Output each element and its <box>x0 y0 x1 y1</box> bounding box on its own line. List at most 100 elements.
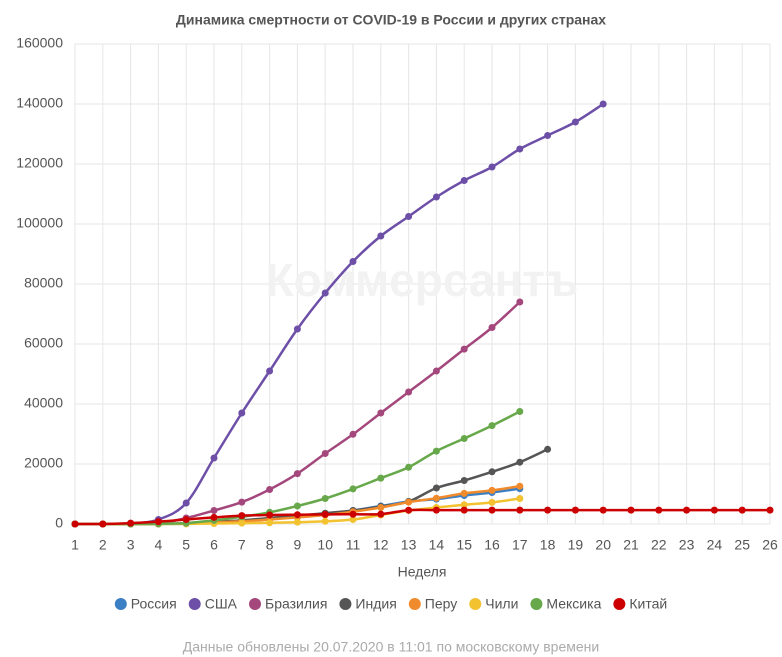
legend-swatch <box>188 598 201 610</box>
data-point <box>238 409 246 417</box>
data-point <box>210 513 218 521</box>
legend-label: Россия <box>131 596 177 612</box>
series-line <box>74 448 549 526</box>
series-line <box>74 508 770 526</box>
x-tick-label: 1 <box>71 537 79 553</box>
legend-swatch <box>249 598 261 610</box>
data-point <box>738 506 746 514</box>
x-tick-label: 10 <box>317 537 333 553</box>
legend-swatch <box>469 598 482 610</box>
x-tick-label: 18 <box>540 537 556 553</box>
data-point <box>460 345 468 353</box>
data-point <box>488 468 496 476</box>
x-tick-label: 8 <box>266 537 274 553</box>
data-point <box>321 517 329 525</box>
x-tick-label: 25 <box>734 537 750 553</box>
data-point <box>516 506 524 514</box>
data-point <box>710 506 718 514</box>
legend-swatch <box>339 598 352 610</box>
data-point <box>238 512 246 520</box>
data-point <box>377 504 385 511</box>
data-point <box>544 506 552 514</box>
data-point <box>321 495 329 502</box>
y-tick-label: 80000 <box>24 275 63 291</box>
data-point <box>405 388 413 396</box>
data-point <box>516 408 524 415</box>
y-tick-label: 40000 <box>24 395 63 411</box>
y-tick-label: 100000 <box>16 215 63 231</box>
y-tick-label: 120000 <box>16 155 63 171</box>
data-point <box>516 458 524 466</box>
x-tick-label: 21 <box>623 537 639 553</box>
data-point <box>154 518 162 526</box>
data-point <box>321 510 329 518</box>
y-tick-label: 160000 <box>16 35 63 51</box>
data-point <box>266 367 274 375</box>
data-point <box>766 506 774 514</box>
data-point <box>405 213 413 220</box>
data-point <box>488 324 496 331</box>
legend: Россия США Бразилия Индия Перу Чили Мексика Кит… <box>114 596 667 612</box>
data-point <box>488 486 496 494</box>
data-point <box>182 499 190 507</box>
data-point <box>293 511 301 519</box>
legend-label: Чили <box>485 596 518 612</box>
data-point <box>210 507 218 514</box>
data-point <box>460 501 468 509</box>
legend-swatch <box>114 598 127 610</box>
data-point <box>266 519 274 527</box>
x-tick-label: 26 <box>762 537 778 553</box>
data-point <box>683 506 691 514</box>
data-point <box>516 482 524 490</box>
x-tick-label: 3 <box>127 537 135 553</box>
data-point <box>516 145 524 153</box>
data-point <box>432 367 440 375</box>
data-point <box>488 506 496 514</box>
data-point <box>405 463 413 471</box>
x-tick-label: 17 <box>512 537 528 553</box>
data-point <box>182 516 190 523</box>
data-point <box>99 520 107 528</box>
data-point <box>599 506 607 514</box>
x-tick-label: 6 <box>210 537 218 553</box>
data-point <box>432 506 440 514</box>
data-point <box>488 163 496 171</box>
data-point <box>405 506 413 514</box>
x-tick-label: 11 <box>346 537 361 553</box>
chart-title: Динамика смертности от COVID-19 в России… <box>176 12 606 28</box>
data-point <box>266 511 274 519</box>
x-tick-label: 24 <box>707 537 723 553</box>
data-point <box>127 519 135 527</box>
data-point <box>432 447 440 455</box>
data-point <box>655 506 663 514</box>
footnote: Данные обновлены 20.07.2020 в 11:01 по м… <box>183 639 599 655</box>
legend-swatch <box>613 598 626 610</box>
data-point <box>293 470 301 478</box>
data-point <box>432 484 440 492</box>
data-point <box>377 409 385 417</box>
data-point <box>571 506 579 514</box>
y-tick-label: 0 <box>55 515 63 531</box>
x-tick-label: 16 <box>484 537 500 553</box>
data-point <box>293 325 301 333</box>
data-point <box>544 132 552 139</box>
data-point <box>293 518 301 526</box>
data-point <box>321 450 329 457</box>
x-tick-label: 5 <box>182 537 190 553</box>
data-point <box>349 510 357 518</box>
data-point <box>238 519 246 527</box>
data-point <box>544 445 552 453</box>
legend-label: Мексика <box>546 596 601 612</box>
x-tick-label: 23 <box>679 537 695 553</box>
data-point <box>627 506 635 514</box>
data-point <box>460 435 468 442</box>
data-point <box>266 486 274 493</box>
data-point <box>238 498 246 506</box>
data-point <box>349 258 357 265</box>
y-tick-label: 60000 <box>24 335 63 351</box>
data-point <box>460 489 468 497</box>
data-point <box>377 510 385 518</box>
data-point <box>488 498 496 506</box>
x-tick-label: 9 <box>294 537 302 553</box>
data-point <box>71 520 79 528</box>
